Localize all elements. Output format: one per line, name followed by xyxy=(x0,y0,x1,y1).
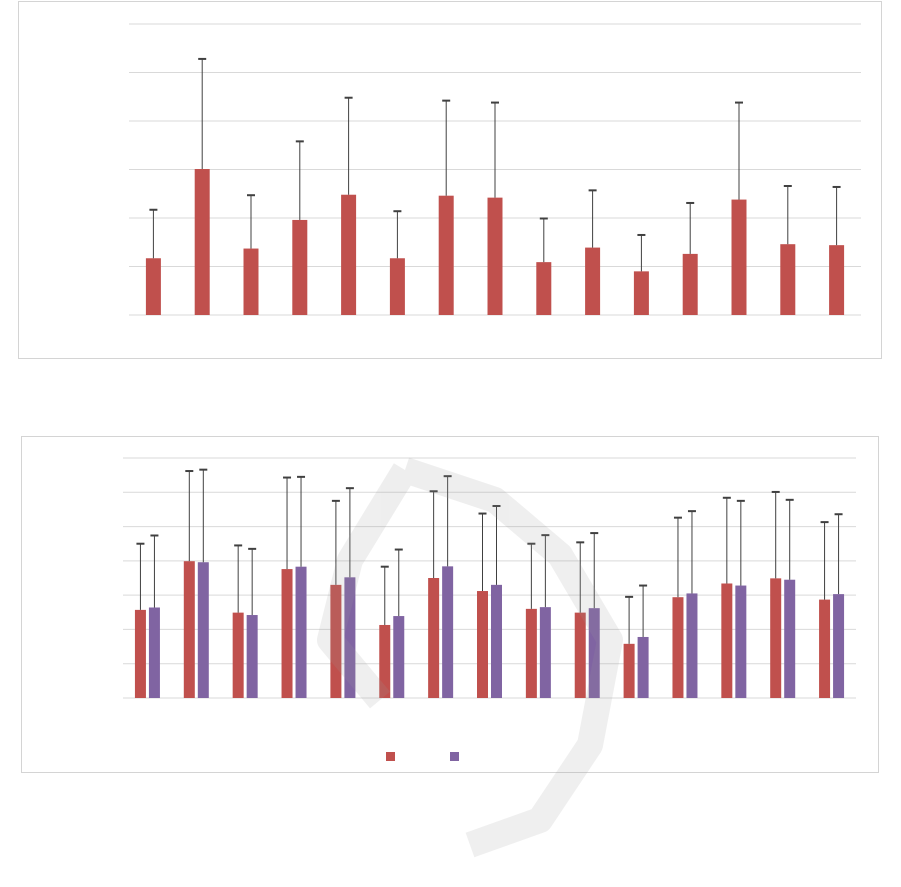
legend-swatch xyxy=(386,752,395,761)
bar xyxy=(197,562,209,698)
bar xyxy=(183,561,195,698)
top-bar-chart xyxy=(129,23,861,316)
bar xyxy=(194,169,210,315)
bar xyxy=(341,194,357,315)
bar xyxy=(672,597,684,698)
bar xyxy=(379,624,391,698)
bar xyxy=(292,219,308,315)
bar xyxy=(784,579,796,698)
bar xyxy=(295,566,307,698)
bar xyxy=(491,584,502,698)
bar xyxy=(637,636,649,698)
bar xyxy=(344,577,356,698)
bar xyxy=(682,253,698,315)
bar xyxy=(330,584,342,698)
bar xyxy=(536,262,552,315)
bar xyxy=(232,612,244,698)
bar xyxy=(780,244,796,315)
bar xyxy=(721,583,733,698)
bar xyxy=(243,248,259,315)
bar xyxy=(525,608,537,698)
bar xyxy=(735,585,747,698)
bar xyxy=(731,199,747,315)
bar xyxy=(246,615,258,698)
bar xyxy=(819,599,831,698)
bar xyxy=(134,609,146,698)
bar xyxy=(574,612,586,698)
bar xyxy=(633,271,649,315)
bar xyxy=(829,245,845,315)
bar xyxy=(428,578,440,698)
bar xyxy=(442,566,454,698)
bar xyxy=(281,569,293,698)
bar xyxy=(686,593,698,698)
bar xyxy=(585,247,601,315)
bar xyxy=(833,594,845,698)
bar xyxy=(623,643,635,698)
bottom-chart-panel xyxy=(21,436,879,773)
bar xyxy=(770,578,782,698)
bar xyxy=(477,591,488,698)
bar xyxy=(389,258,405,315)
bar xyxy=(393,616,405,698)
legend-swatch xyxy=(450,752,459,761)
bottom-grouped-bar-chart xyxy=(123,457,856,761)
bar xyxy=(539,607,551,698)
bar xyxy=(148,607,160,698)
top-chart-panel xyxy=(18,1,882,359)
bar xyxy=(487,197,503,315)
bar xyxy=(145,258,161,315)
bar xyxy=(438,195,454,315)
bar xyxy=(588,608,600,698)
